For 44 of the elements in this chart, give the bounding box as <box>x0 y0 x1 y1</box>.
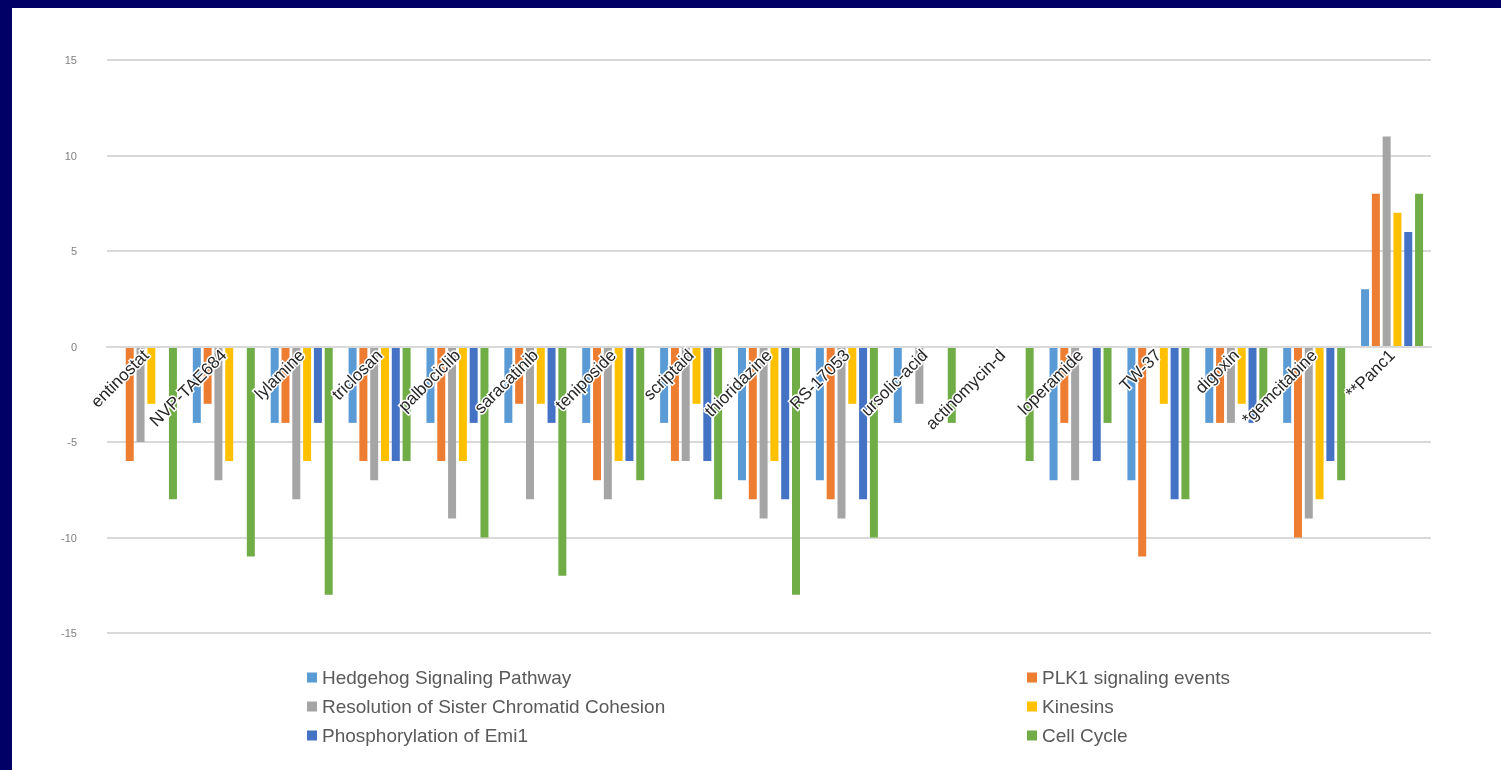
bar <box>536 346 545 404</box>
bar <box>770 346 779 462</box>
y-tick-label: 5 <box>70 245 77 257</box>
bar <box>848 346 857 404</box>
bar <box>692 346 701 404</box>
bar <box>1361 289 1370 347</box>
y-tick-label: -15 <box>61 627 77 639</box>
bar <box>1326 346 1335 462</box>
y-tick-label: 0 <box>70 340 77 353</box>
bar <box>1092 346 1101 462</box>
bar <box>1415 193 1424 347</box>
legend-label: Kinesins <box>1042 696 1114 717</box>
bar <box>246 346 255 557</box>
bar <box>1159 346 1168 404</box>
y-tick-label: 15 <box>64 54 77 66</box>
y-tick-label: -5 <box>67 436 77 448</box>
bar <box>1170 346 1179 500</box>
bar <box>313 346 322 423</box>
y-tick-label: -10 <box>61 531 77 544</box>
bar <box>1103 346 1112 423</box>
bar <box>1315 346 1324 500</box>
bar <box>614 346 623 462</box>
bar <box>1181 346 1190 500</box>
bar <box>547 346 556 423</box>
legend-label: Resolution of Sister Chromatid Cohesion <box>322 696 666 717</box>
bar <box>1404 231 1413 347</box>
y-tick-label: 10 <box>64 149 77 162</box>
bar <box>391 346 400 462</box>
bar <box>1371 193 1380 347</box>
bar <box>303 346 312 462</box>
bar <box>469 346 478 423</box>
bar <box>1382 136 1391 347</box>
bar <box>1337 346 1346 481</box>
bar <box>225 346 234 462</box>
bar <box>781 346 790 500</box>
bar <box>636 346 645 481</box>
legend-label: Cell Cycle <box>1042 725 1128 746</box>
legend-label: Hedgehog Signaling Pathway <box>322 667 572 688</box>
bar <box>625 346 634 462</box>
legend-label: Phosphorylation of Emi1 <box>322 725 528 746</box>
bar <box>1393 212 1402 347</box>
legend-label: PLK1 signaling events <box>1042 667 1231 688</box>
bar <box>324 346 333 595</box>
bar <box>458 346 467 462</box>
